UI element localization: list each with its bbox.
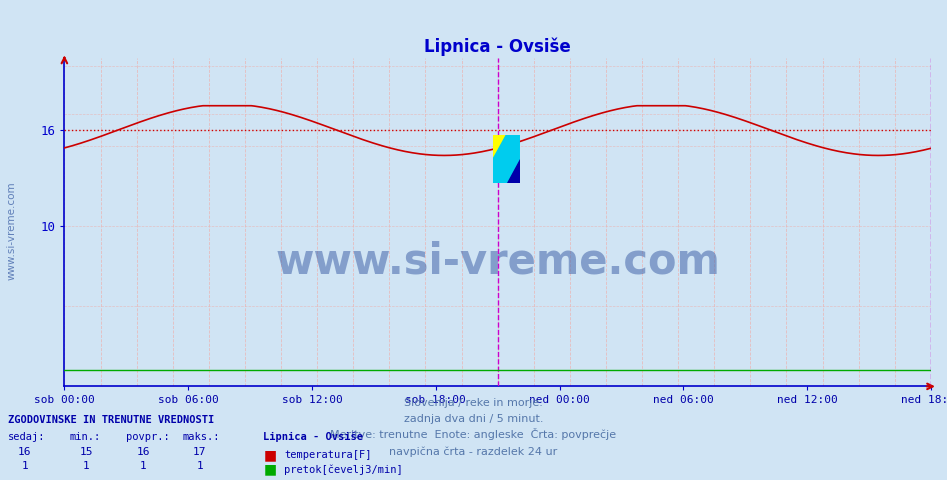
Polygon shape bbox=[493, 134, 507, 158]
Text: Slovenija / reke in morje.: Slovenija / reke in morje. bbox=[404, 397, 543, 408]
Text: ■: ■ bbox=[263, 462, 277, 477]
Text: ■: ■ bbox=[263, 448, 277, 462]
Text: navpična črta - razdelek 24 ur: navpična črta - razdelek 24 ur bbox=[389, 446, 558, 456]
Text: povpr.:: povpr.: bbox=[126, 432, 170, 442]
Text: ZGODOVINSKE IN TRENUTNE VREDNOSTI: ZGODOVINSKE IN TRENUTNE VREDNOSTI bbox=[8, 415, 214, 425]
Text: min.:: min.: bbox=[69, 432, 100, 442]
Text: 17: 17 bbox=[193, 447, 206, 457]
Text: 1: 1 bbox=[82, 461, 90, 471]
Text: pretok[čevelj3/min]: pretok[čevelj3/min] bbox=[284, 464, 402, 475]
Text: 15: 15 bbox=[80, 447, 93, 457]
Text: Lipnica - Ovsiše: Lipnica - Ovsiše bbox=[263, 432, 364, 442]
Text: 1: 1 bbox=[21, 461, 28, 471]
Text: 1: 1 bbox=[196, 461, 204, 471]
Text: Meritve: trenutne  Enote: angleske  Črta: povprečje: Meritve: trenutne Enote: angleske Črta: … bbox=[331, 428, 616, 440]
Text: maks.:: maks.: bbox=[183, 432, 221, 442]
Text: 16: 16 bbox=[136, 447, 150, 457]
Text: zadnja dva dni / 5 minut.: zadnja dva dni / 5 minut. bbox=[403, 414, 544, 424]
Text: www.si-vreme.com: www.si-vreme.com bbox=[276, 240, 720, 282]
Polygon shape bbox=[493, 158, 507, 182]
Text: 16: 16 bbox=[18, 447, 31, 457]
Text: sedaj:: sedaj: bbox=[8, 432, 45, 442]
Text: www.si-vreme.com: www.si-vreme.com bbox=[7, 181, 16, 280]
Title: Lipnica - Ovsiše: Lipnica - Ovsiše bbox=[424, 37, 571, 56]
Polygon shape bbox=[493, 134, 520, 182]
Polygon shape bbox=[507, 158, 520, 182]
Text: temperatura[F]: temperatura[F] bbox=[284, 450, 371, 460]
Text: 1: 1 bbox=[139, 461, 147, 471]
